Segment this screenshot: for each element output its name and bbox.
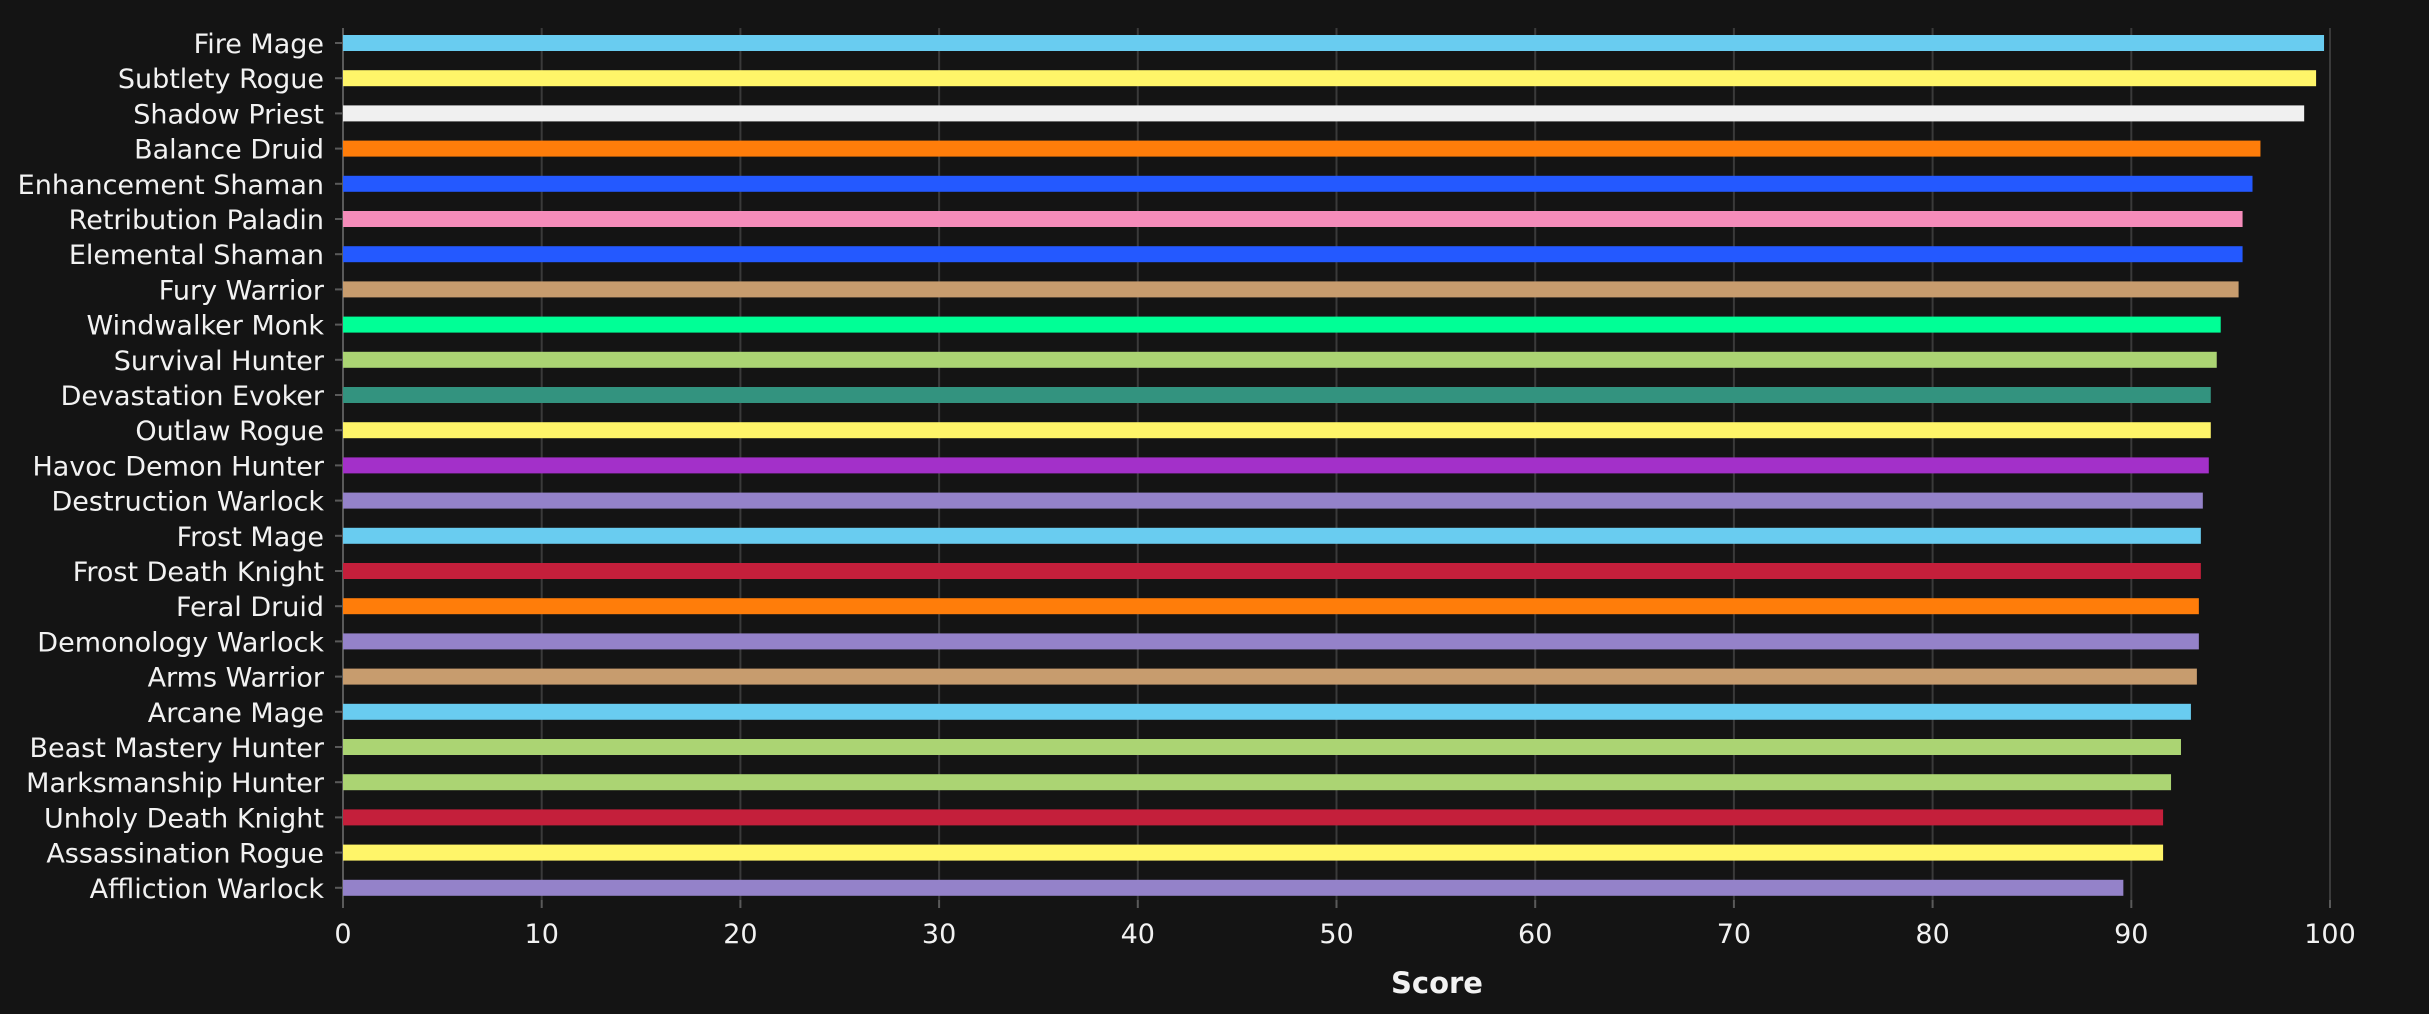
bar[interactable] bbox=[343, 105, 2304, 121]
bar[interactable] bbox=[343, 739, 2181, 755]
bar[interactable] bbox=[343, 141, 2260, 157]
bar[interactable] bbox=[343, 352, 2217, 368]
category-labels: Fire Mage Subtlety Rogue Shadow Priest Bala… bbox=[18, 29, 343, 905]
category-label: Balance Druid bbox=[134, 135, 324, 166]
category-label: Frost Mage bbox=[177, 522, 324, 553]
bar[interactable] bbox=[343, 563, 2201, 579]
category-label: Subtlety Rogue bbox=[118, 64, 324, 95]
category-label: Arms Warrior bbox=[148, 663, 325, 694]
bar[interactable] bbox=[343, 704, 2191, 720]
bar[interactable] bbox=[343, 809, 2163, 825]
x-tick-label: 30 bbox=[922, 919, 956, 950]
bar[interactable] bbox=[343, 633, 2199, 649]
bar[interactable] bbox=[343, 70, 2316, 86]
bars bbox=[343, 35, 2324, 896]
bar[interactable] bbox=[343, 176, 2253, 192]
bar[interactable] bbox=[343, 246, 2243, 262]
x-tick-label: 60 bbox=[1518, 919, 1552, 950]
bar[interactable] bbox=[343, 35, 2324, 51]
category-label: Frost Death Knight bbox=[73, 557, 324, 588]
category-label: Fire Mage bbox=[194, 29, 324, 60]
x-tick-label: 50 bbox=[1319, 919, 1353, 950]
category-label: Windwalker Monk bbox=[86, 311, 324, 342]
bar[interactable] bbox=[343, 880, 2123, 896]
x-tick-label: 0 bbox=[334, 919, 351, 950]
bar[interactable] bbox=[343, 528, 2201, 544]
bar[interactable] bbox=[343, 774, 2171, 790]
category-label: Devastation Evoker bbox=[61, 381, 325, 412]
category-label: Shadow Priest bbox=[133, 99, 324, 130]
category-label: Unholy Death Knight bbox=[44, 803, 324, 834]
x-tick-label: 90 bbox=[2114, 919, 2148, 950]
x-tick-label: 10 bbox=[525, 919, 559, 950]
x-axis-title: Score bbox=[1391, 966, 1483, 1000]
category-label: Beast Mastery Hunter bbox=[29, 733, 324, 764]
bar[interactable] bbox=[343, 211, 2243, 227]
category-label: Outlaw Rogue bbox=[135, 416, 324, 447]
category-label: Destruction Warlock bbox=[51, 487, 324, 518]
x-tick-label: 40 bbox=[1121, 919, 1155, 950]
bar[interactable] bbox=[343, 457, 2209, 473]
category-label: Fury Warrior bbox=[159, 275, 325, 306]
bar[interactable] bbox=[343, 669, 2197, 685]
category-label: Affliction Warlock bbox=[90, 874, 325, 905]
bar[interactable] bbox=[343, 281, 2239, 297]
category-label: Elemental Shaman bbox=[69, 240, 324, 271]
category-label: Retribution Paladin bbox=[69, 205, 324, 236]
category-label: Marksmanship Hunter bbox=[26, 768, 325, 799]
category-label: Havoc Demon Hunter bbox=[32, 451, 324, 482]
category-label: Arcane Mage bbox=[148, 698, 324, 729]
category-label: Assassination Rogue bbox=[46, 839, 324, 870]
bar[interactable] bbox=[343, 422, 2211, 438]
category-label: Enhancement Shaman bbox=[18, 170, 324, 201]
x-tick-label: 80 bbox=[1915, 919, 1949, 950]
category-label: Feral Druid bbox=[176, 592, 324, 623]
category-label: Survival Hunter bbox=[114, 346, 325, 377]
x-tick-label: 70 bbox=[1717, 919, 1751, 950]
category-label: Demonology Warlock bbox=[37, 627, 324, 658]
x-axis-ticks: 0 10 20 30 40 50 60 70 80 90 100 bbox=[334, 919, 2355, 950]
bar[interactable] bbox=[343, 317, 2221, 333]
bar[interactable] bbox=[343, 598, 2199, 614]
x-tick-label: 20 bbox=[723, 919, 757, 950]
bar[interactable] bbox=[343, 845, 2163, 861]
x-tick-label: 100 bbox=[2304, 919, 2356, 950]
bar[interactable] bbox=[343, 493, 2203, 509]
bar[interactable] bbox=[343, 387, 2211, 403]
